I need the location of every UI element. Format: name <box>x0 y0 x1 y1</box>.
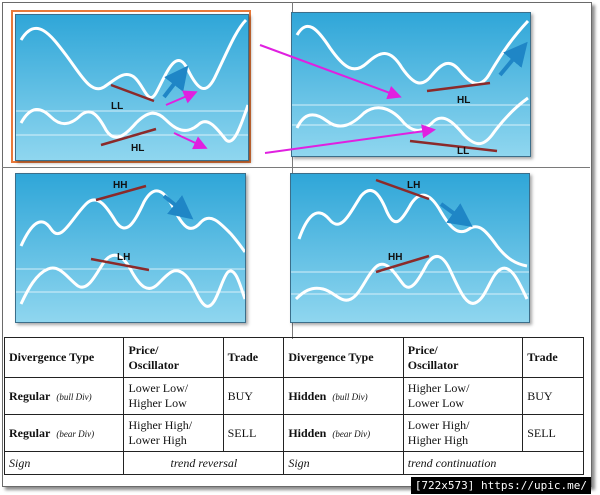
panel-background <box>16 174 245 322</box>
oscillator-curve <box>295 96 529 146</box>
price-curve <box>19 18 248 100</box>
watermark-badge: [722x573] https://upic.me/ <box>410 477 591 494</box>
cell-price-oscillator-left: Higher High/ Lower High <box>123 414 224 452</box>
type-sub: (bull Div) <box>56 391 92 402</box>
connector-arrow-price <box>259 44 402 100</box>
type-sub: (bull Div) <box>332 391 368 402</box>
panel-hidden-bearish-chart: LH HH <box>291 174 529 322</box>
horizontal-divider <box>2 167 590 168</box>
table-row: Regular (bull Div) Lower Low/ Higher Low … <box>3 377 584 415</box>
header-trade-right: Trade <box>522 337 584 378</box>
connector-arrow-oscillator <box>264 124 436 154</box>
price-label: LH <box>407 180 420 191</box>
price-label: HL <box>457 95 470 106</box>
oscillator-label: HL <box>131 143 144 154</box>
price-curve <box>295 19 530 85</box>
panel-regular-bearish-chart: HH LH <box>16 174 245 322</box>
panel-regular-bearish: HH LH <box>15 173 246 323</box>
cell-price-oscillator-right: Higher Low/ Lower Low <box>402 377 524 415</box>
trend-arrow-down <box>162 194 194 220</box>
header-price-oscillator-left: Price/ Oscillator <box>123 337 224 378</box>
price-trendline <box>426 81 491 93</box>
panel-regular-bullish: LL HL <box>15 14 249 161</box>
cell-sign-value-left: trend reversal <box>123 451 285 475</box>
table-header-row: Divergence Type Price/ Oscillator Trade … <box>3 337 584 378</box>
price-trendline <box>95 184 147 202</box>
header-divergence-type-left: Divergence Type <box>3 337 125 378</box>
trend-arrow-down <box>439 202 473 228</box>
cell-trade-right: BUY <box>522 377 584 415</box>
price-label: HH <box>113 180 127 191</box>
cell-trade-right: SELL <box>522 414 584 452</box>
cell-sign-value-right: trend continuation <box>402 451 585 475</box>
type-sub: (bear Div) <box>332 428 371 439</box>
header-price-oscillator-right: Price/ Oscillator <box>402 337 524 378</box>
oscillator-trendline <box>409 139 498 153</box>
trend-arrow-up <box>162 65 189 99</box>
price-trendline <box>375 178 430 201</box>
header-trade-left: Trade <box>222 337 285 378</box>
oscillator-curve <box>19 104 248 143</box>
cell-price-oscillator-right: Lower High/ Higher High <box>402 414 524 452</box>
table-row: Regular (bear Div) Higher High/ Lower Hig… <box>3 414 584 452</box>
panel-background <box>291 174 529 322</box>
oscillator-curve <box>294 255 529 305</box>
cell-trade-left: BUY <box>222 377 285 415</box>
type-name: Regular <box>9 425 51 440</box>
oscillator-trendline <box>100 127 157 147</box>
type-sub: (bear Div) <box>56 428 95 439</box>
cell-type-left: Regular (bear Div) <box>3 414 125 452</box>
price-curve <box>297 189 528 268</box>
panel-regular-bullish-chart: LL HL <box>16 15 248 160</box>
cell-type-right: Hidden (bear Div) <box>283 414 404 452</box>
price-trendline <box>110 83 155 103</box>
cell-price-oscillator-left: Lower Low/ Higher Low <box>123 377 224 415</box>
cell-type-right: Hidden (bull Div) <box>283 377 404 415</box>
cell-sign-label-left: Sign <box>3 451 125 475</box>
oscillator-label: HH <box>388 252 402 263</box>
divergence-table: Divergence Type Price/ Oscillator Trade … <box>3 337 585 475</box>
trend-arrow-up <box>498 41 528 77</box>
signal-arrow-1 <box>165 90 198 106</box>
type-name: Regular <box>9 388 51 403</box>
cell-sign-label-right: Sign <box>283 451 404 475</box>
oscillator-trendline <box>90 257 150 272</box>
panel-hidden-bearish: LH HH <box>290 173 530 323</box>
oscillator-label: LH <box>117 252 130 263</box>
selection-highlight <box>11 10 251 163</box>
type-name: Hidden <box>288 388 327 403</box>
vertical-divider <box>292 2 293 339</box>
cell-type-left: Regular (bull Div) <box>3 377 125 415</box>
price-label: LL <box>111 101 123 112</box>
type-name: Hidden <box>288 425 327 440</box>
header-divergence-type-right: Divergence Type <box>283 337 404 378</box>
oscillator-trendline <box>375 254 430 274</box>
table-sign-row: Sign trend reversal Sign trend continuat… <box>3 451 585 475</box>
price-curve <box>19 189 245 253</box>
cell-trade-left: SELL <box>222 414 285 452</box>
oscillator-label: LL <box>457 146 469 156</box>
signal-arrow-2 <box>173 132 208 150</box>
oscillator-curve <box>19 253 245 308</box>
